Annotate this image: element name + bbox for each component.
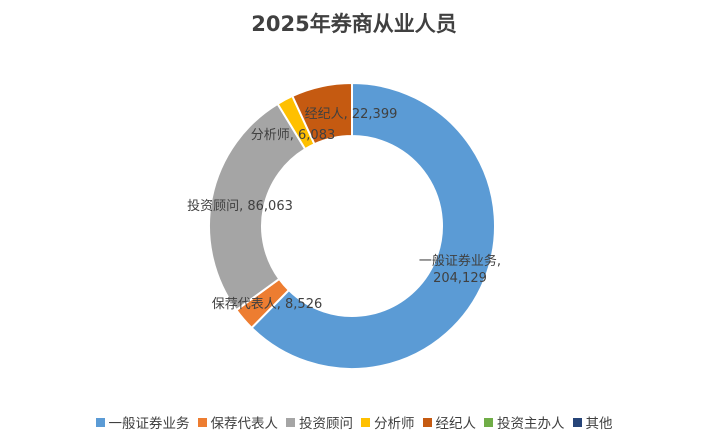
legend-item-3: 分析师: [361, 412, 415, 432]
legend-swatch: [197, 417, 207, 427]
slice-4: [291, 81, 353, 146]
legend-label: 投资顾问: [299, 416, 353, 432]
legend-swatch: [286, 417, 295, 427]
legend-label: 分析师: [374, 416, 415, 432]
legend-item-6: 其他: [572, 412, 613, 432]
legend-swatch: [484, 417, 493, 427]
legend-item-4: 经纪人: [422, 412, 477, 432]
slice-label-3: 分析师, 6,083: [251, 128, 335, 143]
legend-label: 保荐代表人: [210, 416, 279, 432]
legend-label: 经纪人: [435, 416, 477, 432]
legend-swatch: [572, 417, 582, 427]
legend-swatch: [361, 417, 370, 427]
legend-label: 投资主办人: [497, 416, 565, 432]
slice-label-1: 保荐代表人, 8,526: [212, 297, 322, 312]
slice-0: [250, 81, 496, 370]
slice-2: [208, 102, 307, 312]
chart-title: 2025年券商从业人员: [251, 12, 457, 36]
legend-label: 其他: [585, 416, 613, 432]
legend-swatch: [95, 417, 105, 427]
legend-item-2: 投资顾问: [286, 412, 353, 432]
legend-label: 一般证券业务: [108, 416, 190, 432]
slice-label-4: 经纪人, 22,399: [305, 107, 398, 122]
legend-item-5: 投资主办人: [484, 412, 565, 432]
legend-item-0: 一般证券业务: [95, 412, 190, 432]
slice-label-2: 投资顾问, 86,063: [187, 198, 293, 214]
chart-legend: 一般证券业务 保荐代表人 投资顾问 分析师 经纪人 投资主办人 其他: [0, 412, 708, 432]
legend-swatch: [422, 417, 432, 427]
slice-label-0: 一般证券业务, 204,129: [419, 253, 501, 286]
legend-item-1: 保荐代表人: [197, 412, 279, 432]
